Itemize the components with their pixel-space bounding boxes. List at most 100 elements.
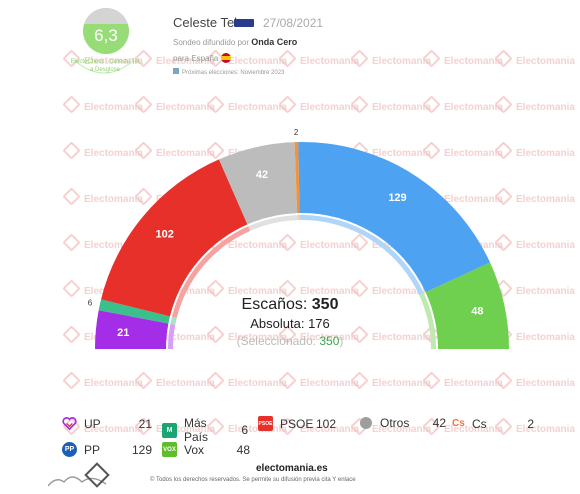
poll-subtitle: Sondeo difundido por Onda Cero [173, 37, 297, 47]
watermark-text: Electomania [65, 236, 143, 251]
legend-value: 21 [138, 416, 152, 431]
watermark-text: Electomania [281, 236, 359, 251]
slice-value-label: 21 [117, 327, 129, 339]
seat-slice-vox[interactable] [425, 262, 509, 349]
heart-icon [62, 417, 77, 431]
majority-summary: Absoluta: 176 [232, 316, 348, 331]
legend-value: 129 [131, 442, 152, 457]
watermark-text: Electomania [353, 374, 431, 389]
rating-badge: 6,3 [83, 8, 129, 54]
mas-pais-icon: M [162, 422, 177, 438]
watermark-text: Electomania [353, 420, 431, 435]
legend-item-up[interactable]: UP 21 [62, 416, 152, 431]
watermark-text: Electomania [281, 374, 359, 389]
watermark-text: Electomania [497, 328, 575, 343]
watermark-text: Electomania [497, 374, 575, 389]
legend-item-vox[interactable]: VOX Vox 48 [162, 442, 250, 457]
footer-brand: electomania.es [256, 463, 328, 474]
seats-summary: Escaños: 350 [232, 296, 348, 314]
watermark-text: Electomania [353, 282, 431, 297]
inner-ring-slice [168, 323, 176, 349]
watermark-text: Electomania [137, 98, 215, 113]
watermark-text: Electomania [497, 282, 575, 297]
media-name: Onda Cero [251, 37, 298, 47]
watermark-text: Electomania [497, 236, 575, 251]
legend-label: UP [84, 416, 101, 431]
footer-copyright: © Todos los derechos reservados. Se perm… [150, 477, 356, 483]
watermark-text: Electomania [425, 374, 503, 389]
pp-icon: PP [62, 442, 77, 457]
watermark-text: Electomania [497, 52, 575, 67]
legend-value: 48 [236, 442, 250, 457]
watermark-text: Electomania [65, 420, 143, 435]
watermark-text: Electomania [497, 190, 575, 205]
watermark-text: Electomania [281, 98, 359, 113]
circle-icon [360, 417, 372, 429]
pollster-name: Celeste Tel [173, 15, 238, 30]
watermark-text: Electomania [281, 328, 359, 343]
watermark-text: Electomania [497, 98, 575, 113]
legend-item-pp[interactable]: PP PP 129 [62, 442, 152, 457]
watermark-text: Electomania [65, 374, 143, 389]
selected-close: ) [339, 334, 344, 348]
watermark-text: Electomania [209, 236, 287, 251]
slice-value-label: 102 [156, 228, 174, 240]
rating-caption-text: ElectoCheck - Celeste Tel a Desglose [70, 59, 140, 73]
inner-ring-slice [299, 215, 424, 296]
selected-summary: (Seleccionado: 350) [222, 334, 358, 348]
legend: UP 21 M Más País 6 PSOE PSOE 102 Otros 4… [62, 416, 562, 466]
seat-slice-otros[interactable] [218, 142, 298, 225]
watermark-text: Electomania [209, 52, 287, 67]
watermark-text: Electomania [425, 190, 503, 205]
seat-slice-ms-pas[interactable] [98, 299, 170, 324]
seats-value: 350 [311, 296, 339, 313]
watermark-text: Electomania [209, 282, 287, 297]
watermark-text: Electomania [353, 98, 431, 113]
seat-slice-pp[interactable] [298, 142, 491, 293]
legend-item-mas-pais[interactable]: M Más País 6 [162, 416, 248, 444]
watermark-text: Electomania [425, 144, 503, 159]
majority-value: 176 [308, 316, 330, 331]
psoe-icon: PSOE [258, 416, 273, 431]
watermark-text: Electomania [209, 98, 287, 113]
legend-label: Vox [184, 442, 205, 457]
slice-value-label: 48 [471, 306, 483, 318]
seat-slice-up[interactable] [95, 310, 169, 349]
legend-value: 102 [315, 416, 336, 431]
legend-label: Cs [472, 416, 487, 431]
legend-label: Otros [380, 416, 410, 430]
watermark-text: Electomania [353, 144, 431, 159]
watermark-text: Electomania [65, 98, 143, 113]
majority-label: Absoluta: [250, 316, 305, 331]
seat-slice-psoe[interactable] [101, 159, 248, 317]
watermark-text: Electomania [497, 420, 575, 435]
inner-ring-slice [248, 215, 298, 231]
legend-item-otros[interactable]: Otros 42 [358, 416, 446, 430]
legend-item-cs[interactable]: Cs Cs 2 [452, 416, 534, 431]
seats-label: Escaños: [241, 296, 308, 313]
watermark-text: Electomania [209, 328, 287, 343]
seat-slice-cs[interactable] [294, 142, 300, 214]
watermark-text: Electomania [281, 282, 359, 297]
slice-value-label: 6 [88, 299, 93, 308]
watermark-text: Electomania [281, 52, 359, 67]
vox-icon: VOX [162, 442, 177, 457]
legend-label: PP [84, 442, 101, 457]
watermark-text: Electomania [425, 52, 503, 67]
watermark-text: Electomania [137, 52, 215, 67]
poll-date: 27/08/2021 [263, 16, 324, 30]
slice-value-label: 129 [388, 192, 406, 204]
watermark-text: Electomania [497, 144, 575, 159]
selected-label: (Seleccionado: [236, 334, 316, 348]
watermark-text: Electomania [281, 420, 359, 435]
watermark-text: Electomania [425, 98, 503, 113]
cs-icon: Cs [452, 418, 465, 429]
slice-value-label: 42 [256, 169, 268, 181]
selected-value: 350 [319, 334, 340, 348]
scope-text: para España [173, 54, 219, 63]
watermark-text: Electomania [353, 328, 431, 343]
watermark-text: Electomania [137, 420, 215, 435]
inner-ring-slice [170, 316, 177, 325]
legend-item-psoe[interactable]: PSOE PSOE 102 [258, 416, 336, 431]
